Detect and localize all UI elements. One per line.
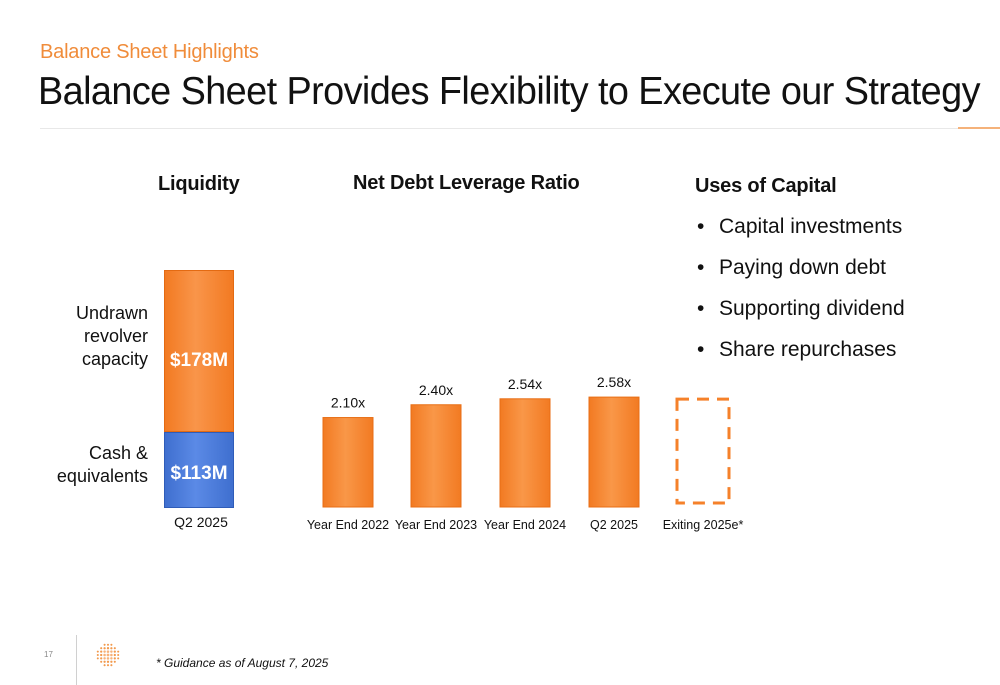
uses-of-capital-item: • Share repurchases [697,338,896,362]
liquidity-revolver-value: $178M [169,350,229,371]
leverage-bar-placeholder [675,397,731,505]
leverage-category-label: Year End 2023 [395,518,477,532]
leverage-bar [499,398,551,508]
leverage-data-label: 2.58x [597,374,631,390]
leverage-heading: Net Debt Leverage Ratio [353,172,580,194]
title-divider-accent [958,127,1000,129]
liquidity-cash-label-line: Cash & [88,443,148,463]
leverage-bar [588,396,640,508]
liquidity-revolver-label-line: capacity [81,349,148,369]
title-divider [40,128,960,129]
leverage-data-label: 2.10x [331,395,365,411]
liquidity-heading: Liquidity [158,173,240,195]
liquidity-revolver-label-line: revolver [83,326,148,346]
leverage-data-label: 2.54x [508,376,542,392]
bullet-marker: • [697,215,705,238]
bullet-marker: • [697,297,705,320]
leverage-category-label: Year End 2024 [484,518,566,532]
uses-of-capital-heading: Uses of Capital [695,175,837,197]
uses-of-capital-item-label: Capital investments [719,215,903,238]
leverage-category-label: Q2 2025 [590,518,638,532]
liquidity-revolver-label-line: Undrawn [75,303,148,323]
bullet-marker: • [697,256,705,279]
liquidity-cash-value: $113M [170,463,228,484]
liquidity-cash-label-line: equivalents [56,466,148,486]
leverage-data-label: 2.40x [419,382,453,398]
liquidity-cash-label: Cash & equivalents [28,442,148,488]
leverage-bar [322,417,374,508]
uses-of-capital-item: • Capital investments [697,215,902,239]
uses-of-capital-item-label: Supporting dividend [719,297,905,320]
footnote: * Guidance as of August 7, 2025 [156,656,329,670]
uses-of-capital-item: • Supporting dividend [697,297,905,321]
leverage-category-label: Year End 2022 [307,518,389,532]
liquidity-bar-revolver [164,270,234,432]
uses-of-capital-item-label: Share repurchases [719,338,897,361]
page-title: Balance Sheet Provides Flexibility to Ex… [38,70,981,113]
footer-divider [76,635,77,685]
bullet-marker: • [697,338,705,361]
page-number: 17 [44,650,53,659]
company-logo-icon [96,643,120,667]
liquidity-bar-cash [164,432,234,508]
section-subtitle: Balance Sheet Highlights [40,41,259,63]
leverage-category-label: Exiting 2025e* [663,518,744,532]
uses-of-capital-item: • Paying down debt [697,256,886,280]
liquidity-revolver-label: Undrawn revolver capacity [28,302,148,371]
liquidity-period-label: Q2 2025 [174,514,228,530]
uses-of-capital-item-label: Paying down debt [719,256,886,279]
leverage-bar [410,404,462,508]
